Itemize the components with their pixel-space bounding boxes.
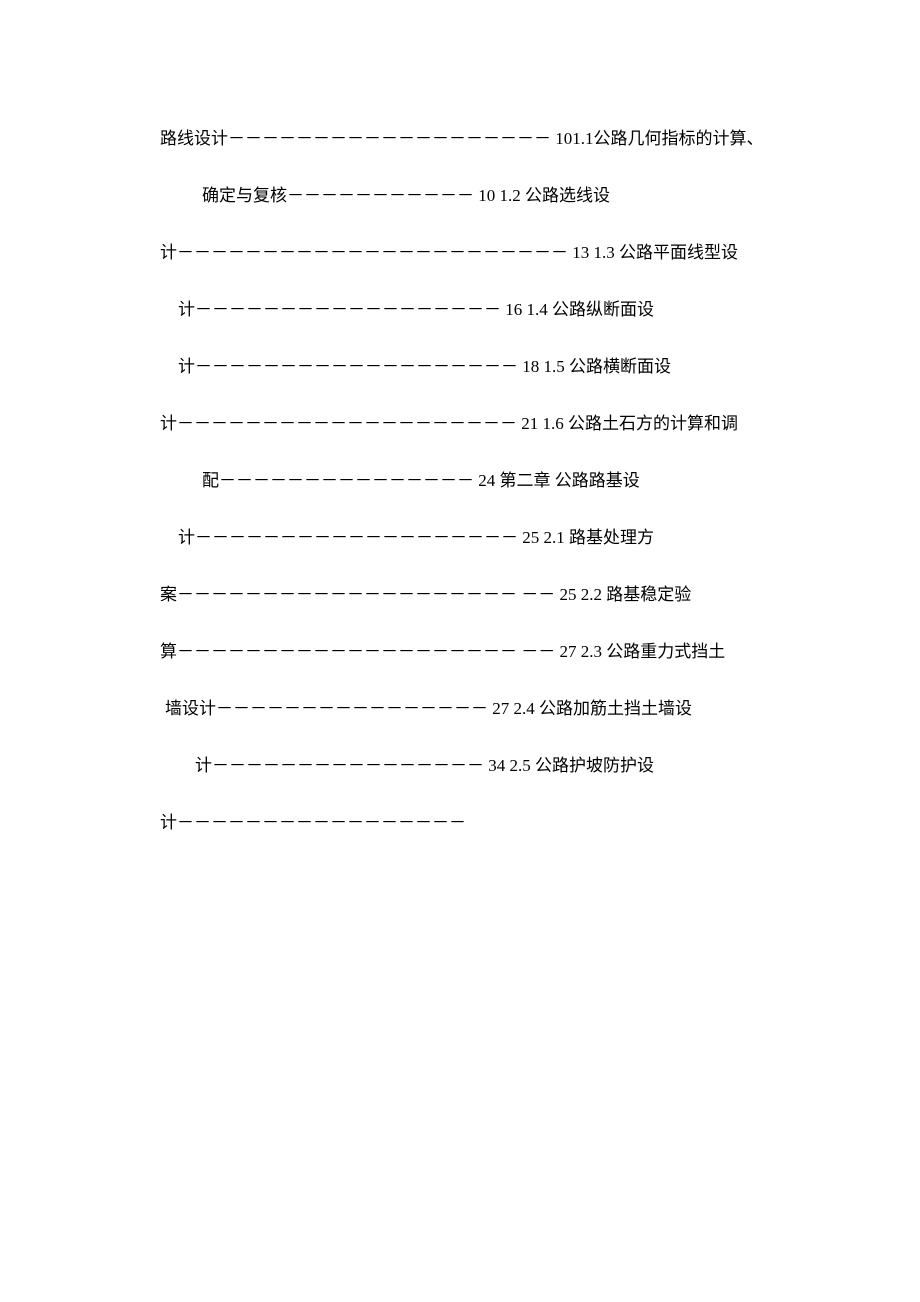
toc-line-6: 计－－－－－－－－－－－－－－－－－－－－ 21 1.6 公路土石方的计算和调 xyxy=(160,395,765,452)
toc-line-7: 配－－－－－－－－－－－－－－－ 24 第二章 公路路基设 xyxy=(160,452,765,509)
toc-line-2: 确定与复核－－－－－－－－－－－ 10 1.2 公路选线设 xyxy=(160,167,765,224)
toc-line-5: 计－－－－－－－－－－－－－－－－－－－ 18 1.5 公路横断面设 xyxy=(160,338,765,395)
toc-line-10: 算－－－－－－－－－－－－－－－－－－－－ －－ 27 2.3 公路重力式挡土 xyxy=(160,623,765,680)
toc-line-13: 计－－－－－－－－－－－－－－－－－ xyxy=(160,794,765,851)
document-content: 路线设计－－－－－－－－－－－－－－－－－－－ 101.1公路几何指标的计算、 … xyxy=(160,110,765,851)
toc-line-3: 计－－－－－－－－－－－－－－－－－－－－－－－ 13 1.3 公路平面线型设 xyxy=(160,224,765,281)
toc-line-9: 案－－－－－－－－－－－－－－－－－－－－ －－ 25 2.2 路基稳定验 xyxy=(160,566,765,623)
toc-line-4: 计－－－－－－－－－－－－－－－－－－ 16 1.4 公路纵断面设 xyxy=(160,281,765,338)
toc-line-12: 计－－－－－－－－－－－－－－－－ 34 2.5 公路护坡防护设 xyxy=(160,737,765,794)
toc-line-1: 路线设计－－－－－－－－－－－－－－－－－－－ 101.1公路几何指标的计算、 xyxy=(160,110,765,167)
toc-line-8: 计－－－－－－－－－－－－－－－－－－－ 25 2.1 路基处理方 xyxy=(160,509,765,566)
toc-line-11: 墙设计－－－－－－－－－－－－－－－－ 27 2.4 公路加筋土挡土墙设 xyxy=(160,680,765,737)
